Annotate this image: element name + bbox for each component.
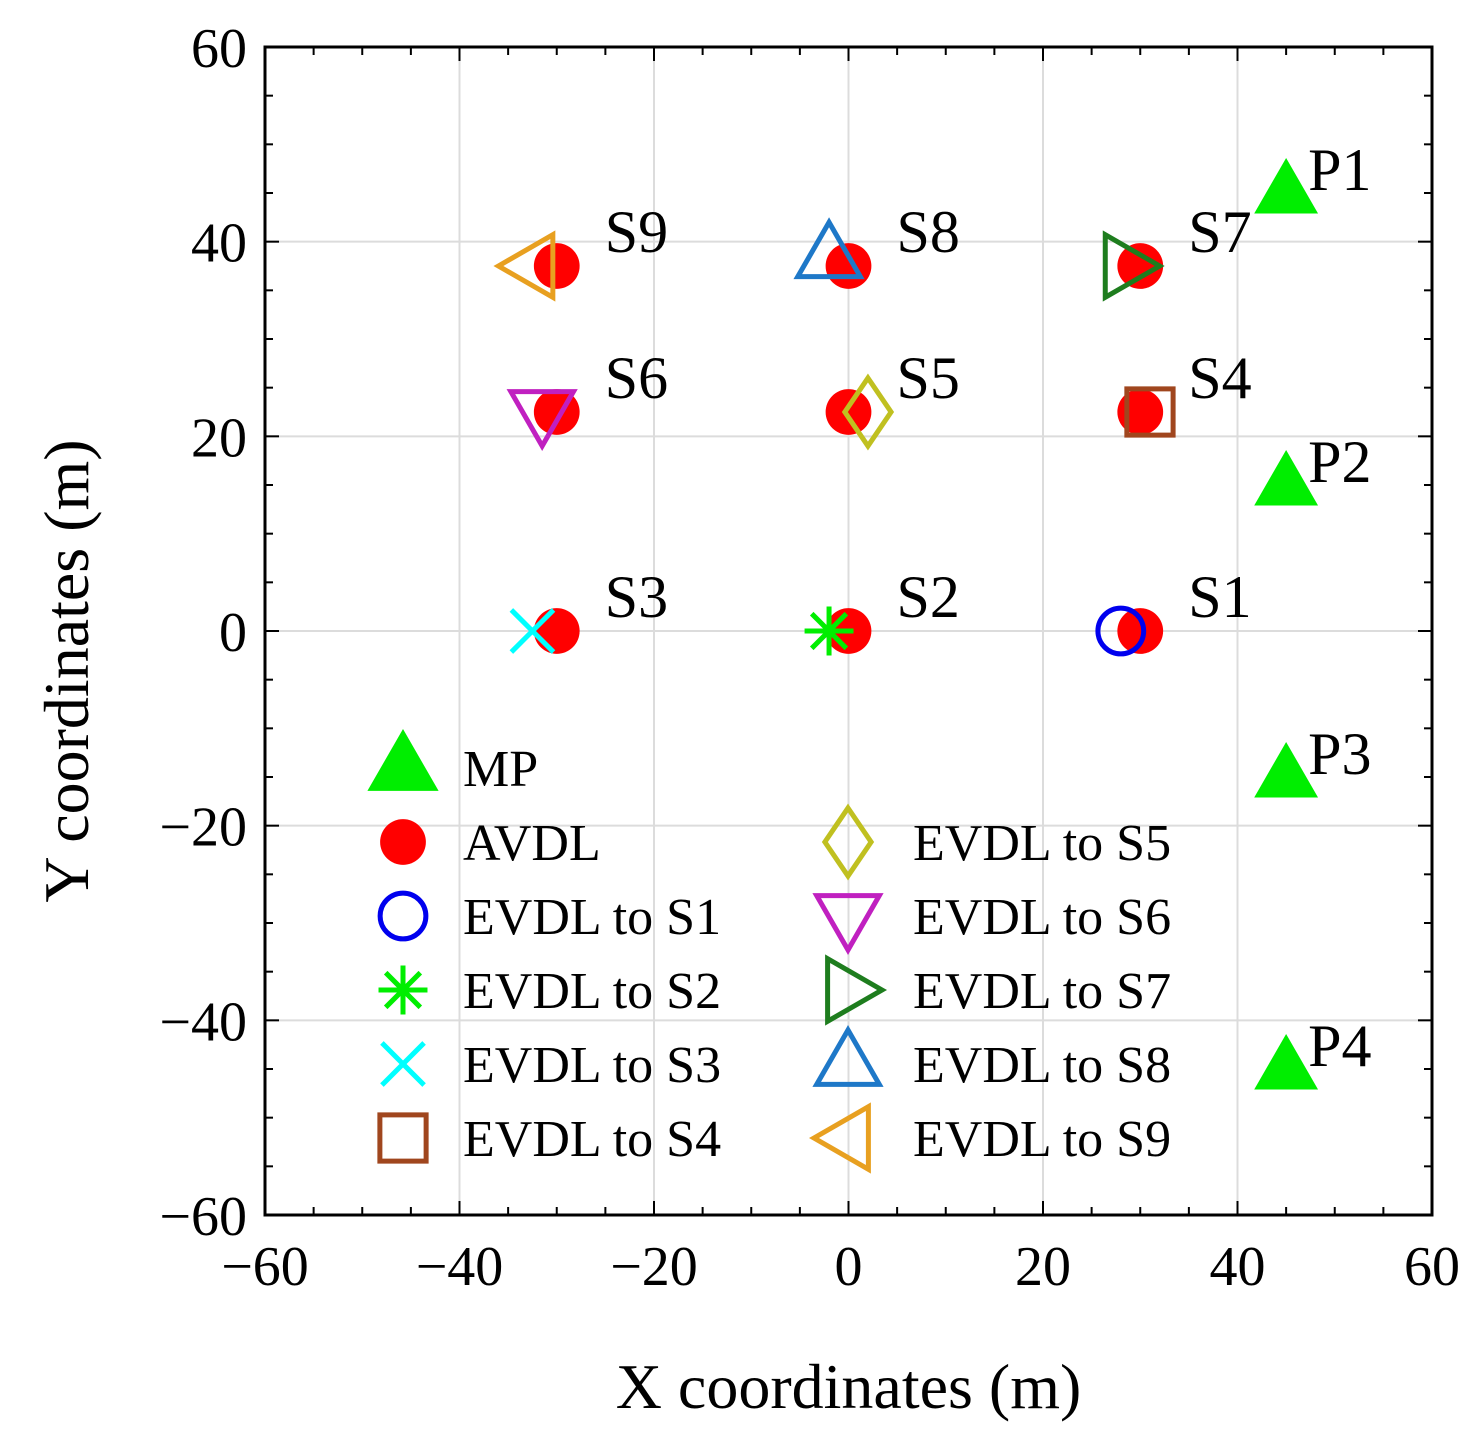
marker-evdl-to-s3-stroke: [509, 608, 556, 654]
y-tick-label: −60: [159, 1186, 247, 1248]
x-tick-label: 40: [1210, 1236, 1266, 1298]
legend-marker: [367, 728, 439, 791]
y-axis-label: Y coordinates (m): [31, 439, 102, 902]
point-label-s7: S7: [1188, 199, 1251, 265]
x-axis-label: X coordinates (m): [616, 1351, 1082, 1422]
point-label-s6: S6: [605, 345, 668, 411]
legend-marker: [821, 803, 875, 881]
legend-item: EVDL to S9: [808, 1102, 1171, 1174]
marker-avdl: [1117, 243, 1164, 289]
legend-marker: [380, 1041, 426, 1087]
x-tick-label: −40: [416, 1236, 504, 1298]
legend-marker-stroke: [380, 1041, 426, 1087]
legend-item: AVDL: [380, 815, 601, 872]
marker-evdl-to-s4: [1124, 386, 1176, 438]
y-tick-label: 20: [191, 407, 247, 469]
point-label-s5: S5: [897, 345, 960, 411]
point-label-s2: S2: [897, 564, 960, 630]
marker-avdl: [1117, 608, 1164, 654]
point-label-s1: S1: [1188, 564, 1251, 630]
point-label-p1: P1: [1308, 137, 1371, 203]
marker-evdl-to-s2-stroke: [809, 611, 849, 651]
legend-item: EVDL to S8: [812, 1024, 1171, 1094]
legend-label: EVDL to S1: [463, 889, 721, 946]
legend-label: EVDL to S9: [913, 1111, 1171, 1168]
data-markers: [493, 157, 1319, 1090]
marker-avdl: [825, 243, 872, 289]
legend-marker-stroke: [383, 970, 423, 1010]
legend-label: EVDL to S2: [463, 963, 721, 1020]
legend-marker: [378, 965, 428, 1015]
legend-label: EVDL to S4: [463, 1111, 721, 1168]
marker-mp: [1254, 157, 1319, 214]
point-labels: S1 S2 S3 S4 S5 S6 S7 S8 S9 P1 P2 P3 P4: [605, 137, 1372, 1079]
legend-label: AVDL: [463, 815, 601, 872]
marker-evdl-to-s2: [804, 606, 854, 656]
point-label-s8: S8: [897, 199, 960, 265]
plot-area-frame: [263, 45, 1434, 1217]
marker-evdl-to-s3: [509, 608, 556, 654]
legend-item: EVDL to S5: [821, 803, 1171, 881]
y-tick-label: 0: [219, 602, 247, 664]
marker-mp: [1254, 1033, 1319, 1090]
x-tick-label: 0: [835, 1236, 863, 1298]
legend-label: EVDL to S8: [913, 1037, 1171, 1094]
point-label-s3: S3: [605, 564, 668, 630]
legend-item: EVDL to S3: [380, 1037, 721, 1094]
marker-avdl: [533, 243, 580, 289]
legend-label: EVDL to S7: [913, 963, 1171, 1020]
legend-item: EVDL to S2: [378, 963, 721, 1020]
marker-evdl-to-s8: [793, 217, 865, 280]
legend-marker: [377, 1112, 429, 1164]
marker-evdl-to-s5: [841, 373, 895, 451]
legend-label: MP: [463, 741, 538, 798]
marker-mp: [1254, 741, 1319, 798]
marker-evdl-to-s7: [1102, 230, 1165, 302]
y-tick-label: −20: [159, 797, 247, 859]
y-tick-label: −40: [159, 991, 247, 1053]
legend-label: EVDL to S5: [913, 815, 1171, 872]
legend-marker: [380, 819, 426, 865]
y-tick-label: 60: [191, 18, 247, 80]
legend-marker: [808, 1102, 871, 1174]
point-label-p3: P3: [1308, 721, 1371, 787]
legend-item: EVDL to S6: [812, 889, 1171, 956]
legend-marker: [377, 890, 429, 942]
legend-marker: [825, 954, 888, 1026]
point-label-s9: S9: [605, 199, 668, 265]
legend-item: EVDL to S1: [377, 889, 721, 946]
point-label-p2: P2: [1308, 429, 1371, 495]
x-tick-label: 60: [1404, 1236, 1460, 1298]
point-label-p4: P4: [1308, 1013, 1371, 1079]
legend-label: EVDL to S3: [463, 1037, 721, 1094]
marker-evdl-to-s6: [506, 389, 578, 452]
marker-mp: [1254, 449, 1319, 506]
legend: MP AVDL EVDL to S1 EVDL to S2 EVDL to S3 EVDL…: [367, 728, 1171, 1174]
legend-item: EVDL to S7: [825, 954, 1171, 1026]
tick-labels: −60 −40 −20 0 20 40 60 −60 −40 −20 0 20 40 60: [159, 18, 1460, 1298]
y-tick-label: 40: [191, 213, 247, 275]
legend-item: MP: [367, 728, 538, 798]
legend-marker: [812, 893, 884, 956]
legend-marker: [812, 1024, 884, 1087]
marker-avdl: [825, 389, 872, 435]
marker-evdl-to-s9: [493, 230, 556, 302]
marker-avdl: [533, 608, 580, 654]
x-tick-label: −20: [610, 1236, 698, 1298]
point-label-s4: S4: [1188, 345, 1251, 411]
x-tick-label: −60: [221, 1236, 309, 1298]
marker-avdl: [1117, 389, 1164, 435]
marker-evdl-to-s1: [1095, 605, 1147, 657]
legend-item: EVDL to S4: [377, 1111, 721, 1168]
x-tick-label: 20: [1015, 1236, 1071, 1298]
legend-label: EVDL to S6: [913, 889, 1171, 946]
